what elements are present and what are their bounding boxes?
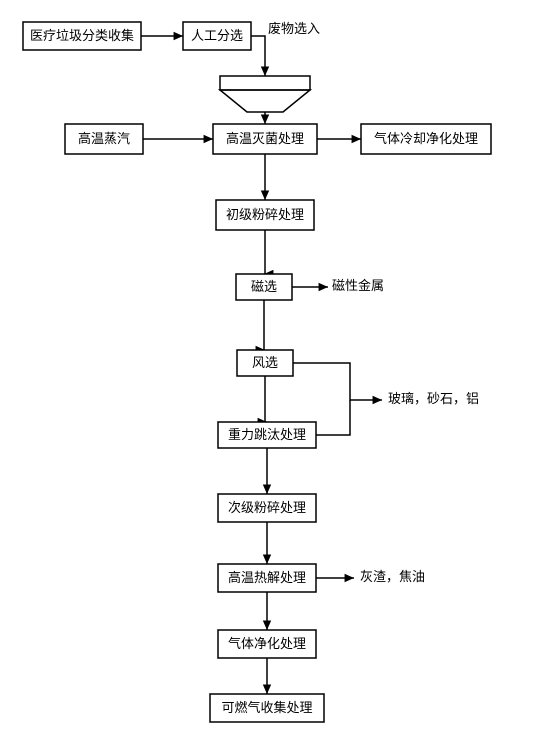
label-lbl_waste_in: 废物选入 (268, 21, 320, 36)
node-label-n_magsel: 磁选 (251, 279, 277, 294)
edge (264, 230, 265, 274)
edge (316, 400, 350, 435)
node-label-n_gravity: 重力跳汰处理 (228, 427, 306, 442)
label-lbl_glass: 玻璃，砂石，铝 (388, 391, 479, 406)
node-label-n_collect: 医疗垃圾分类收集 (30, 28, 134, 43)
label-lbl_ashtar: 灰渣，焦油 (360, 569, 425, 584)
edge (251, 36, 265, 76)
flowchart-canvas: 医疗垃圾分类收集 人工分选 废物选入高温蒸汽 高温灭菌处理 气体冷却净化处理初级粉碎处理… (0, 0, 542, 739)
node-label-n_windsel: 风选 (252, 355, 278, 370)
node-label-n_gaspur: 气体净化处理 (228, 636, 306, 651)
nodes-layer: 医疗垃圾分类收集 人工分选 废物选入高温蒸汽 高温灭菌处理 气体冷却净化处理初级粉碎处理… (23, 21, 491, 722)
node-label-n_steam: 高温蒸汽 (78, 131, 130, 146)
label-lbl_magmet: 磁性金属 (332, 278, 384, 293)
node-label-n_crush2: 次级粉碎处理 (228, 500, 306, 515)
node-label-n_gascool: 气体冷却净化处理 (374, 131, 478, 146)
hopper-top (220, 76, 310, 90)
edge (264, 300, 265, 350)
node-label-n_gasrec: 可燃气收集处理 (221, 700, 312, 715)
node-label-n_steril: 高温灭菌处理 (226, 131, 304, 146)
node-label-n_crush1: 初级粉碎处理 (226, 207, 304, 222)
edge (265, 376, 267, 422)
node-label-n_manual: 人工分选 (191, 28, 243, 43)
node-label-n_pyro: 高温热解处理 (228, 570, 306, 585)
hopper-funnel (220, 90, 310, 112)
edge (293, 363, 382, 400)
